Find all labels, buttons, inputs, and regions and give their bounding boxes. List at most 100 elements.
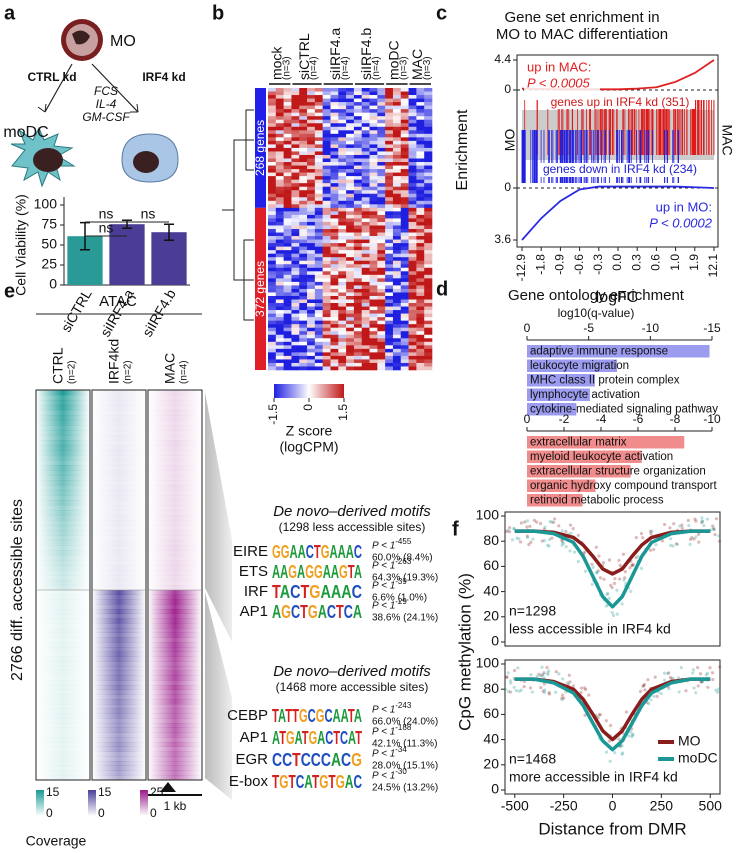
coverage-stripe	[148, 420, 202, 426]
coverage-stripe	[92, 435, 146, 441]
heatmap-cell	[338, 250, 347, 254]
heatmap-cell	[416, 133, 425, 138]
heatmap-cell	[385, 278, 394, 283]
heatmap-cell	[400, 207, 409, 212]
heatmap-cell	[322, 366, 331, 371]
bar-label: cytokine-mediated signaling pathway	[530, 404, 718, 416]
coverage-stripe	[92, 746, 146, 752]
heatmap-cell	[283, 345, 292, 350]
coverage-stripe	[36, 651, 90, 657]
heatmap-cell	[353, 151, 363, 156]
heatmap-cell	[377, 334, 386, 339]
scatter-dot	[583, 686, 587, 690]
heatmap-cell	[307, 204, 316, 209]
heatmap-cell	[330, 317, 339, 321]
logo-letter: T	[314, 542, 321, 562]
error-bar	[164, 223, 174, 241]
heatmap-cell	[314, 320, 323, 325]
scatter-dot	[560, 696, 564, 700]
heatmap-cell	[291, 359, 300, 364]
heatmap-cell	[283, 165, 292, 170]
heatmap-cell	[299, 162, 308, 166]
x-tick-label: -250	[550, 798, 578, 814]
coverage-stripe	[92, 628, 146, 633]
heatmap-cell	[408, 331, 417, 336]
coverage-stripe	[36, 505, 90, 511]
heatmap-cell	[408, 154, 417, 159]
logo-letter: A	[290, 542, 298, 562]
heatmap-cell	[314, 274, 323, 279]
logo-letter: C	[290, 582, 300, 602]
heatmap-cell	[361, 327, 370, 332]
coverage-stripe	[92, 490, 146, 496]
coverage-stripe	[36, 727, 90, 733]
heatmap-cell	[322, 232, 331, 237]
logo-letter: A	[278, 706, 286, 726]
scale-marker	[160, 782, 176, 792]
heatmap-cell	[377, 130, 386, 135]
heatmap-cell	[385, 151, 394, 156]
heatmap-cell	[392, 295, 402, 300]
heatmap-cell	[377, 172, 386, 177]
heatmap-cell	[314, 229, 323, 233]
logo-letter: G	[281, 602, 291, 622]
heatmap-cell	[330, 200, 339, 205]
motif-logo: CCTCCCACG	[272, 750, 362, 770]
heatmap-cell	[424, 348, 433, 353]
coverage-stripe	[92, 685, 146, 690]
heatmap-cell	[385, 264, 394, 269]
scatter-dot	[519, 521, 524, 525]
heatmap-cell	[353, 253, 363, 258]
logo-letter: A	[297, 562, 305, 582]
heatmap-cell	[283, 183, 292, 187]
heatmap-cell	[275, 204, 284, 209]
coverage-stripe	[92, 565, 146, 571]
motif-name: E-box	[229, 773, 269, 790]
x-tick-label: 1.0	[668, 254, 682, 271]
heatmap-cell	[385, 144, 394, 149]
scatter-dot	[684, 689, 688, 693]
heatmap-cell	[322, 158, 331, 163]
arrow	[91, 63, 139, 113]
heatmap-cell	[400, 345, 409, 350]
heatmap-cell	[322, 116, 331, 121]
heatmap-cell	[377, 362, 386, 367]
coverage-stripe	[148, 694, 202, 700]
heatmap-cell	[416, 264, 425, 269]
heatmap-cell	[361, 239, 370, 244]
heatmap-cell	[361, 331, 370, 336]
heatmap-frame	[147, 389, 203, 781]
coverage-stripe	[148, 775, 202, 781]
heatmap-cell	[299, 105, 308, 110]
heatmap-cell	[268, 112, 277, 117]
scatter-dot	[696, 684, 700, 688]
heatmap-cell	[361, 119, 370, 124]
coverage-stripe	[148, 699, 202, 705]
bar	[527, 450, 642, 463]
column-n: (n=2)	[123, 360, 134, 384]
y-tick-label: 4.4	[494, 52, 511, 66]
heatmap-cell	[392, 109, 402, 113]
heatmap-cell	[346, 281, 355, 286]
scatter-dot	[639, 531, 644, 536]
logo-letter: G	[288, 562, 297, 582]
scatter-dot	[697, 540, 701, 544]
heatmap-cell	[392, 102, 402, 106]
heatmap-cell	[275, 95, 284, 99]
coverage-stripe	[92, 632, 146, 638]
heatmap-cell	[377, 140, 386, 145]
heatmap-cell	[338, 116, 347, 121]
logo-letter: T	[355, 728, 362, 748]
coverage-stripe	[92, 609, 146, 614]
heatmap-cell	[392, 292, 402, 297]
heatmap-cell	[314, 260, 323, 265]
scatter-dot	[699, 680, 703, 684]
heatmap-cell	[299, 288, 308, 293]
coverage-stripe	[36, 765, 90, 771]
heatmap-cell	[361, 144, 370, 149]
heatmap-cell	[361, 88, 370, 92]
heatmap-cell	[299, 221, 308, 226]
heatmap-cell	[377, 218, 386, 223]
coverage-stripe	[36, 756, 90, 762]
heatmap-cell	[283, 116, 292, 121]
